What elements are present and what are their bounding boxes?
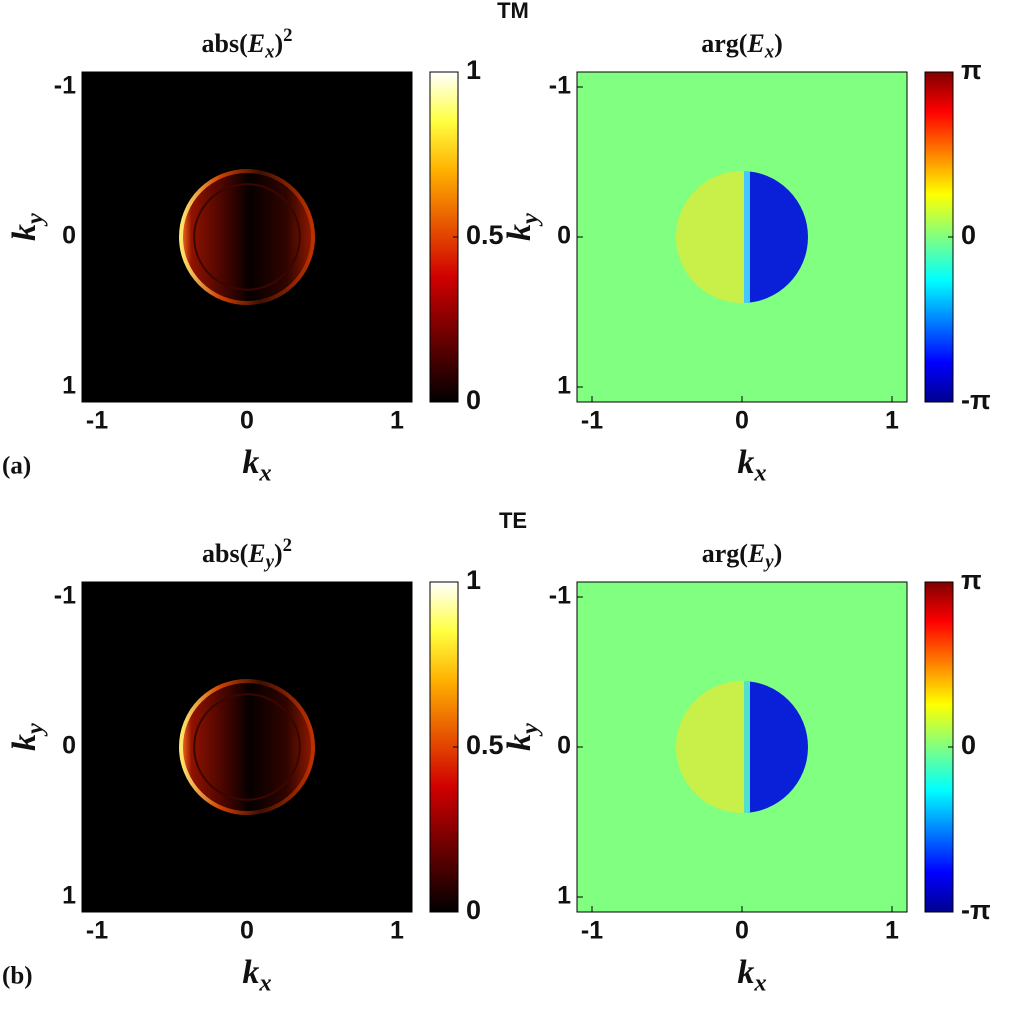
x-tick-label: -1 [581, 917, 603, 945]
x-axis-label-part: x [258, 969, 271, 996]
x-tick-label: 1 [885, 407, 899, 435]
x-tick-label: 0 [735, 407, 749, 435]
colorbar-tick-label: -π [961, 385, 991, 415]
x-tick-label: -1 [86, 407, 108, 435]
colorbar-tick-label: 0 [961, 730, 976, 760]
chart-title-part: arg( [702, 539, 748, 568]
x-axis-label-part: x [258, 459, 271, 486]
group-title: TE [499, 508, 527, 533]
colorbar-tick-label: 1 [466, 565, 481, 595]
x-axis-label: kx [242, 444, 271, 486]
chart-title-part: ) [274, 29, 283, 58]
x-axis-label-part: k [242, 954, 259, 991]
panel-label: (b) [2, 963, 33, 990]
chart-title-part: abs( [202, 29, 248, 58]
y-axis-label-part: y [516, 723, 543, 737]
colorbar-tick-label: π [961, 565, 982, 595]
x-tick-label: 1 [390, 407, 404, 435]
y-axis-label-part: k [501, 734, 538, 751]
y-tick-label: -1 [54, 72, 76, 100]
colorbar-tick-label: 0 [466, 385, 481, 415]
chart-title: arg(Ey) [702, 539, 783, 573]
y-axis-label: ky [6, 213, 48, 241]
x-axis-label-part: k [737, 444, 754, 481]
chart-title-part: abs( [202, 539, 248, 568]
y-axis-label-part: y [21, 213, 48, 227]
y-axis-label-part: k [6, 734, 43, 751]
x-tick-label: 0 [240, 917, 254, 945]
chart-title: abs(Ex)2 [202, 25, 293, 62]
x-axis-label-part: x [753, 459, 766, 486]
intensity-disk [179, 169, 315, 305]
y-tick-label: -1 [549, 582, 571, 610]
y-tick-label: 1 [557, 372, 571, 400]
y-axis-label: ky [6, 723, 48, 751]
phase-edge [744, 171, 750, 303]
y-tick-label: 0 [62, 732, 76, 760]
chart-title-part: ) [274, 539, 283, 568]
colorbar-tick-label: π [961, 55, 982, 85]
x-tick-label: -1 [86, 917, 108, 945]
x-tick-label: 0 [240, 407, 254, 435]
chart-title-part: 2 [283, 535, 292, 556]
group-title: TM [497, 0, 529, 23]
x-axis-label-part: k [737, 954, 754, 991]
chart-title: abs(Ey)2 [202, 535, 292, 572]
colorbar-tick-label: 0 [961, 220, 976, 250]
panel-label: (a) [2, 453, 31, 480]
chart-title-part: ) [774, 29, 783, 58]
chart-title-part: E [746, 29, 764, 58]
chart-title-part: E [247, 539, 265, 568]
y-tick-label: 0 [62, 222, 76, 250]
y-axis-label: ky [501, 723, 543, 751]
y-tick-label: 0 [557, 732, 571, 760]
phase-edge [744, 681, 750, 813]
y-axis-label-part: k [6, 224, 43, 241]
x-tick-label: 1 [885, 917, 899, 945]
chart-title-part: ) [774, 539, 783, 568]
y-axis-label-part: y [516, 213, 543, 227]
chart-title-part: x [264, 42, 274, 63]
x-axis-label: kx [242, 954, 271, 996]
intensity-ring [193, 183, 301, 291]
colorbar-tick-label: 0.5 [466, 730, 504, 760]
y-tick-label: -1 [54, 582, 76, 610]
colorbar-tick-label: 0.5 [466, 220, 504, 250]
x-axis-label: kx [737, 444, 766, 486]
y-axis-label-part: k [501, 224, 538, 241]
colorbar-tick-label: -π [961, 895, 991, 925]
colorbar-tick-label: 1 [466, 55, 481, 85]
colorbar-tick-label: 0 [466, 895, 481, 925]
y-tick-label: 1 [62, 372, 76, 400]
chart-title-part: y [763, 552, 774, 573]
chart-title-part: E [247, 29, 265, 58]
y-tick-label: 1 [62, 882, 76, 910]
x-axis-label-part: k [242, 444, 259, 481]
chart-title-part: E [747, 539, 765, 568]
intensity-ring [193, 693, 301, 801]
x-tick-label: 1 [390, 917, 404, 945]
intensity-disk [179, 679, 315, 815]
chart-title-part: 2 [283, 25, 292, 46]
x-tick-label: 0 [735, 917, 749, 945]
x-tick-label: -1 [581, 407, 603, 435]
y-tick-label: -1 [549, 72, 571, 100]
y-tick-label: 1 [557, 882, 571, 910]
y-axis-label: ky [501, 213, 543, 241]
y-axis-label-part: y [21, 723, 48, 737]
x-axis-label: kx [737, 954, 766, 996]
y-tick-label: 0 [557, 222, 571, 250]
chart-title-part: y [264, 552, 275, 573]
chart-title-part: arg( [701, 29, 747, 58]
x-axis-label-part: x [753, 969, 766, 996]
chart-title: arg(Ex) [701, 29, 783, 63]
chart-title-part: x [764, 42, 774, 63]
